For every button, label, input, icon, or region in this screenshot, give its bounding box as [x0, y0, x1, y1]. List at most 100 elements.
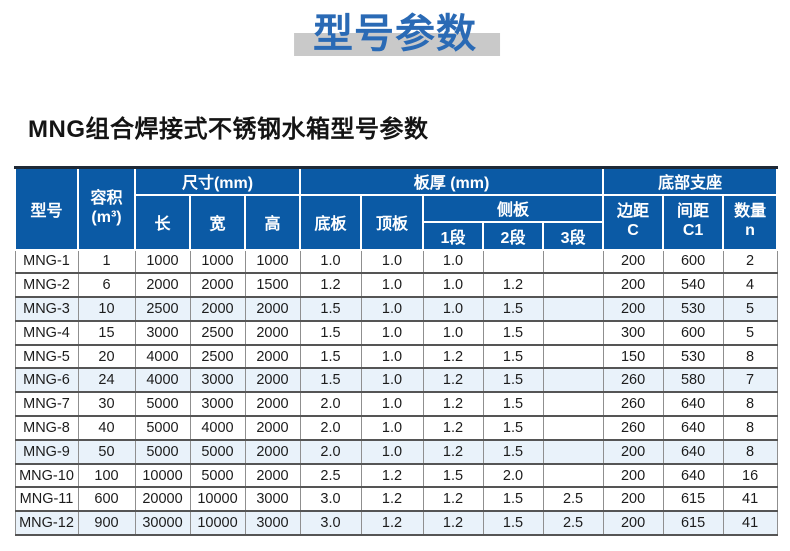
table-cell: 1.0 [422, 272, 484, 299]
table-cell: 600 [662, 320, 724, 346]
table-cell: 1.2 [422, 415, 484, 441]
table-cell: MNG-12 [14, 510, 79, 537]
table-cell: 1.5 [482, 320, 544, 346]
table-row: MNG-7 30 5000 3000 2000 2.0 1.0 1.2 1.5 260 640 8 [14, 391, 778, 418]
table-cell: 2000 [189, 296, 246, 322]
table-cell: 200 [602, 272, 664, 299]
table-cell: MNG-10 [14, 463, 79, 489]
col-header-model: 型号 [14, 166, 79, 251]
table-cell: 150 [602, 344, 664, 370]
table-cell: 600 [662, 249, 724, 275]
table-cell: 2.5 [542, 510, 604, 537]
table-cell: MNG-11 [14, 486, 79, 513]
col-group-size: 尺寸(mm) [134, 166, 301, 196]
col-header-height: 高 [244, 193, 301, 251]
table-cell: 3000 [244, 510, 301, 537]
table-cell: MNG-3 [14, 296, 79, 322]
table-cell: 1.0 [360, 249, 424, 275]
table-cell: 30 [77, 391, 136, 418]
table-cell: 7 [722, 367, 778, 394]
title-underlay-bar [294, 33, 501, 56]
table-cell: 10 [77, 296, 136, 322]
table-cell [542, 367, 604, 394]
col-header-bottom-plate: 底板 [299, 193, 362, 251]
table-cell: 1.5 [482, 344, 544, 370]
table-cell: 5 [722, 320, 778, 346]
table-cell: 20000 [134, 486, 191, 513]
table-cell: 1.2 [422, 486, 484, 513]
spec-table-header: 型号 容积 (m³) 尺寸(mm) 板厚 (mm) 底部支座 长 宽 高 底板 … [14, 166, 779, 251]
table-cell: 5000 [134, 391, 191, 418]
table-cell: 5 [722, 296, 778, 322]
table-cell: 8 [722, 344, 778, 370]
table-cell: 4000 [134, 367, 191, 394]
table-cell: 3000 [189, 367, 246, 394]
table-cell: MNG-8 [14, 415, 79, 441]
table-cell: 200 [602, 463, 664, 489]
table-cell: 3.0 [299, 486, 362, 513]
table-cell: 41 [722, 510, 778, 537]
table-cell: 200 [602, 486, 664, 513]
table-cell: 2000 [244, 296, 301, 322]
table-cell: 1.2 [422, 367, 484, 394]
table-cell: 260 [602, 415, 664, 441]
table-cell: 1.2 [360, 510, 424, 537]
table-cell: 1.0 [422, 296, 484, 322]
table-cell: 1.5 [482, 415, 544, 441]
col-header-seg3: 3段 [541, 220, 605, 251]
table-cell: 3.0 [299, 510, 362, 537]
table-cell: 1.2 [422, 510, 484, 537]
table-cell: 260 [602, 391, 664, 418]
table-cell: 2.0 [482, 463, 544, 489]
table-cell: 4000 [134, 344, 191, 370]
col-header-spacing-line1: 间距 [677, 203, 710, 221]
col-header-edge-distance: 边距 C [602, 193, 665, 251]
table-cell: 50 [77, 439, 136, 465]
col-header-quantity: 数量 n [722, 193, 779, 251]
table-cell: 1.0 [360, 439, 424, 465]
table-cell: 1.2 [422, 391, 484, 418]
table-cell [542, 344, 604, 370]
table-cell: 1.5 [299, 367, 362, 394]
table-cell: 200 [602, 439, 664, 465]
table-row: MNG-8 40 5000 4000 2000 2.0 1.0 1.2 1.5 260 640 8 [14, 415, 778, 441]
table-cell: 1.5 [482, 510, 544, 537]
table-cell: 1.0 [360, 272, 424, 299]
table-cell: 1.5 [482, 439, 544, 465]
table-cell: 5000 [189, 463, 246, 489]
table-cell: 1.2 [360, 486, 424, 513]
table-row: MNG-6 24 4000 3000 2000 1.5 1.0 1.2 1.5 260 580 7 [14, 367, 778, 394]
table-cell: 2500 [189, 320, 246, 346]
table-cell: 615 [662, 510, 724, 537]
table-cell [542, 439, 604, 465]
table-cell: 20 [77, 344, 136, 370]
table-cell: MNG-1 [14, 249, 79, 275]
table-cell [542, 272, 604, 299]
table-cell: MNG-9 [14, 439, 79, 465]
table-cell: 615 [662, 486, 724, 513]
table-cell [482, 249, 544, 275]
col-header-spacing-line2: C1 [682, 222, 704, 239]
table-cell: 2.0 [299, 391, 362, 418]
table-cell: 2.0 [299, 439, 362, 465]
table-cell: 300 [602, 320, 664, 346]
col-group-thickness: 板厚 (mm) [298, 166, 605, 196]
col-header-quantity-line2: n [745, 222, 755, 239]
header-row-groups: 型号 容积 (m³) 尺寸(mm) 板厚 (mm) 底部支座 [14, 166, 779, 251]
table-cell: MNG-7 [14, 391, 79, 418]
page-title-banner: 型号参数 [0, 0, 790, 73]
table-cell: 1.2 [422, 344, 484, 370]
table-cell: 4 [722, 272, 778, 299]
col-header-volume-line2: (m³) [91, 208, 122, 226]
table-cell: 540 [662, 272, 724, 299]
table-cell: 200 [602, 296, 664, 322]
table-cell: MNG-5 [14, 344, 79, 370]
table-row: MNG-3 10 2500 2000 2000 1.5 1.0 1.0 1.5 200 530 5 [14, 296, 778, 322]
spec-table-body: MNG-1 1 1000 1000 1000 1.0 1.0 1.0 200 600 2 MNG-2 6… [14, 249, 778, 537]
col-header-volume-line1: 容积 [90, 189, 123, 207]
col-header-side-plate: 侧板 [421, 193, 605, 223]
table-cell: 1000 [189, 249, 246, 275]
table-cell: 8 [722, 415, 778, 441]
table-cell: 260 [602, 367, 664, 394]
